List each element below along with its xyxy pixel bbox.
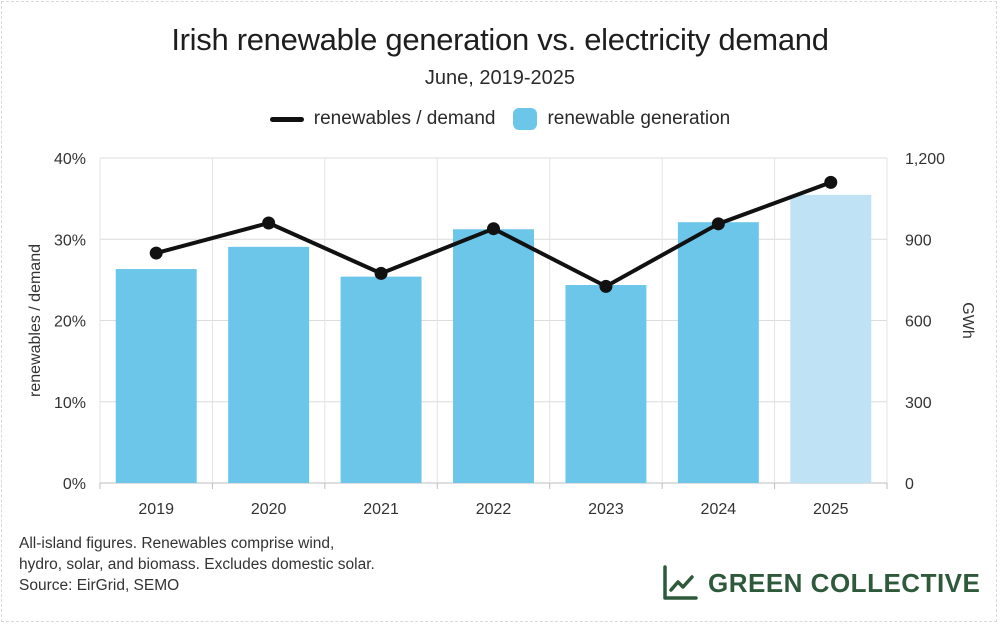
footnote: All-island figures. Renewables comprise … bbox=[19, 533, 375, 596]
legend-label-generation: renewable generation bbox=[547, 108, 731, 129]
trend-chart-icon bbox=[663, 565, 698, 600]
x-tick-label: 2020 bbox=[251, 501, 287, 518]
bar-2022 bbox=[453, 229, 534, 483]
bar-2020 bbox=[228, 246, 310, 483]
y-left-axis-label: renewables / demand bbox=[27, 244, 44, 397]
x-tick-label: 2019 bbox=[138, 501, 174, 518]
chart-subtitle: June, 2019-2025 bbox=[424, 67, 576, 89]
y-right-tick-label: 1,200 bbox=[905, 151, 945, 168]
x-tick-label: 2022 bbox=[476, 501, 512, 518]
y-left-tick-label: 10% bbox=[54, 395, 86, 412]
brand-name: GREEN COLLECTIVE bbox=[708, 567, 981, 598]
y-right-tick-label: 300 bbox=[905, 395, 932, 412]
point-2024 bbox=[711, 217, 725, 231]
bar-2021 bbox=[340, 276, 422, 483]
point-2023 bbox=[599, 279, 613, 293]
bar-2025 bbox=[790, 194, 872, 484]
bar-2024 bbox=[677, 222, 759, 483]
y-right-tick-label: 900 bbox=[905, 232, 932, 249]
legend-label-ratio: renewables / demand bbox=[313, 108, 496, 129]
point-2020 bbox=[262, 216, 276, 230]
legend-line-swatch bbox=[269, 116, 304, 122]
footnote-line: All-island figures. Renewables comprise … bbox=[19, 535, 335, 552]
bar-2019 bbox=[115, 269, 197, 483]
y-left-tick-label: 40% bbox=[54, 151, 86, 168]
y-left-tick-label: 20% bbox=[54, 314, 86, 331]
point-2022 bbox=[487, 222, 500, 236]
x-tick-label: 2024 bbox=[701, 501, 737, 518]
point-2019 bbox=[149, 246, 163, 260]
footnote-line: Source: EirGrid, SEMO bbox=[19, 577, 180, 594]
x-tick-label: 2021 bbox=[363, 501, 399, 518]
brand-logo: GREEN COLLECTIVE bbox=[662, 565, 980, 601]
x-tick-label: 2023 bbox=[588, 501, 624, 518]
legend: renewables / demand renewable generation bbox=[0, 108, 1000, 130]
legend-item-generation: renewable generation bbox=[513, 108, 730, 130]
y-right-tick-label: 600 bbox=[905, 314, 932, 331]
x-tick-label: 2025 bbox=[813, 501, 849, 518]
legend-bar-swatch bbox=[513, 108, 538, 130]
footnote-line: hydro, solar, and biomass. Excludes dome… bbox=[19, 556, 375, 573]
y-right-tick-label: 0 bbox=[905, 476, 914, 493]
point-2025 bbox=[824, 175, 838, 189]
chart-title: Irish renewable generation vs. electrici… bbox=[171, 22, 829, 57]
y-right-axis-label: GWh bbox=[959, 302, 976, 338]
y-left-tick-label: 30% bbox=[54, 232, 86, 249]
bar-2023 bbox=[565, 285, 647, 483]
legend-item-ratio: renewables / demand bbox=[269, 108, 496, 130]
point-2021 bbox=[374, 266, 388, 280]
y-left-tick-label: 0% bbox=[63, 476, 86, 493]
